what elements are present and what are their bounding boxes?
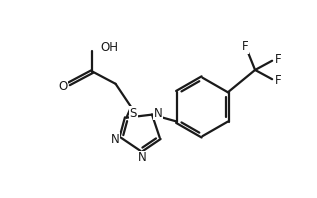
Text: F: F — [275, 53, 281, 66]
Text: N: N — [154, 107, 163, 120]
Text: N: N — [138, 151, 146, 164]
Text: F: F — [242, 40, 248, 53]
Text: S: S — [130, 107, 137, 120]
Text: O: O — [58, 80, 68, 93]
Text: N: N — [110, 133, 119, 146]
Text: OH: OH — [100, 41, 118, 54]
Text: F: F — [275, 74, 281, 87]
